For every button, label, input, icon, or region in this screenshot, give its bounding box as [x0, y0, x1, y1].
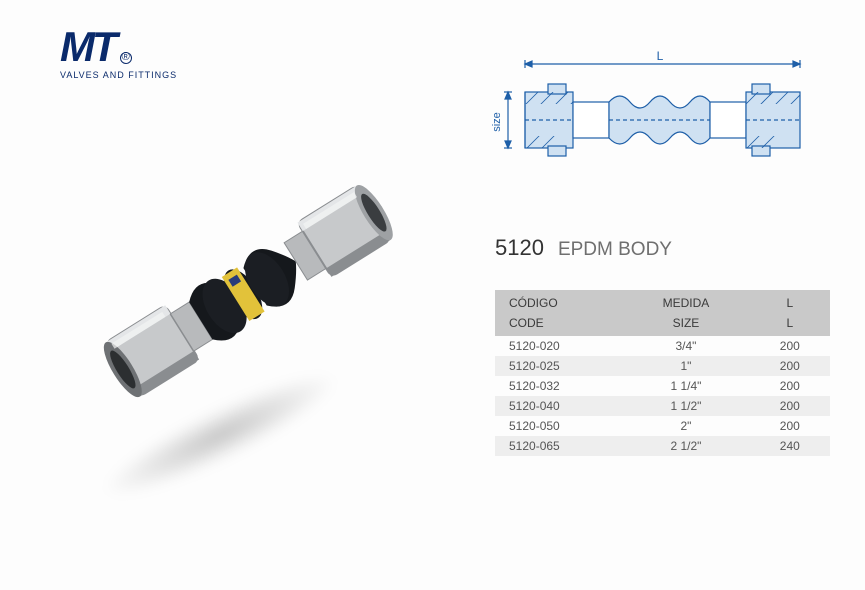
- cell-L: 200: [750, 336, 830, 356]
- logo-letter-m: M: [60, 30, 92, 64]
- cell-size: 2": [622, 416, 749, 436]
- table-body: 5120-0203/4"2005120-0251"2005120-0321 1/…: [495, 336, 830, 456]
- cell-L: 200: [750, 396, 830, 416]
- product-name: EPDM BODY: [558, 239, 672, 261]
- product-photo: [70, 150, 430, 430]
- dim-size-label: size: [491, 112, 503, 132]
- cell-L: 240: [750, 436, 830, 456]
- table-header: CÓDIGO MEDIDA L CODE SIZE L: [495, 290, 830, 336]
- table-row: 5120-0321 1/4"200: [495, 376, 830, 396]
- th-size-en: SIZE: [622, 313, 749, 336]
- product-title: 5120 EPDM BODY: [495, 235, 672, 261]
- th-L-en: L: [750, 313, 830, 336]
- cell-code: 5120-065: [495, 436, 622, 456]
- table-row: 5120-0502"200: [495, 416, 830, 436]
- th-code-en: CODE: [495, 313, 622, 336]
- header-row-en: CODE SIZE L: [495, 313, 830, 336]
- datasheet-page: M T ® VALVES AND FITTINGS: [0, 0, 865, 590]
- product-code: 5120: [495, 235, 544, 261]
- brand-logo: M T ® VALVES AND FITTINGS: [60, 30, 177, 80]
- cell-L: 200: [750, 416, 830, 436]
- registered-icon: ®: [120, 52, 132, 64]
- th-code-es: CÓDIGO: [495, 290, 622, 313]
- header-row-es: CÓDIGO MEDIDA L: [495, 290, 830, 313]
- drawing-svg: L size: [490, 50, 820, 170]
- cell-code: 5120-032: [495, 376, 622, 396]
- cell-L: 200: [750, 356, 830, 376]
- cell-L: 200: [750, 376, 830, 396]
- cell-size: 2 1/2": [622, 436, 749, 456]
- table-row: 5120-0652 1/2"240: [495, 436, 830, 456]
- cell-code: 5120-020: [495, 336, 622, 356]
- cell-code: 5120-040: [495, 396, 622, 416]
- logo-letter-t: T: [92, 30, 118, 64]
- cell-size: 1": [622, 356, 749, 376]
- table-row: 5120-0203/4"200: [495, 336, 830, 356]
- th-L-es: L: [750, 290, 830, 313]
- cell-size: 3/4": [622, 336, 749, 356]
- th-size-es: MEDIDA: [622, 290, 749, 313]
- table-row: 5120-0251"200: [495, 356, 830, 376]
- dim-L-label: L: [657, 50, 664, 63]
- spec-table: CÓDIGO MEDIDA L CODE SIZE L 5120-0203/4"…: [495, 290, 830, 456]
- product-svg: [70, 150, 430, 430]
- table-row: 5120-0401 1/2"200: [495, 396, 830, 416]
- technical-drawing: L size: [490, 50, 820, 170]
- cell-code: 5120-050: [495, 416, 622, 436]
- logo-mark: M T ®: [60, 30, 177, 64]
- cell-size: 1 1/4": [622, 376, 749, 396]
- cell-size: 1 1/2": [622, 396, 749, 416]
- brand-tagline: VALVES AND FITTINGS: [60, 70, 177, 80]
- cell-code: 5120-025: [495, 356, 622, 376]
